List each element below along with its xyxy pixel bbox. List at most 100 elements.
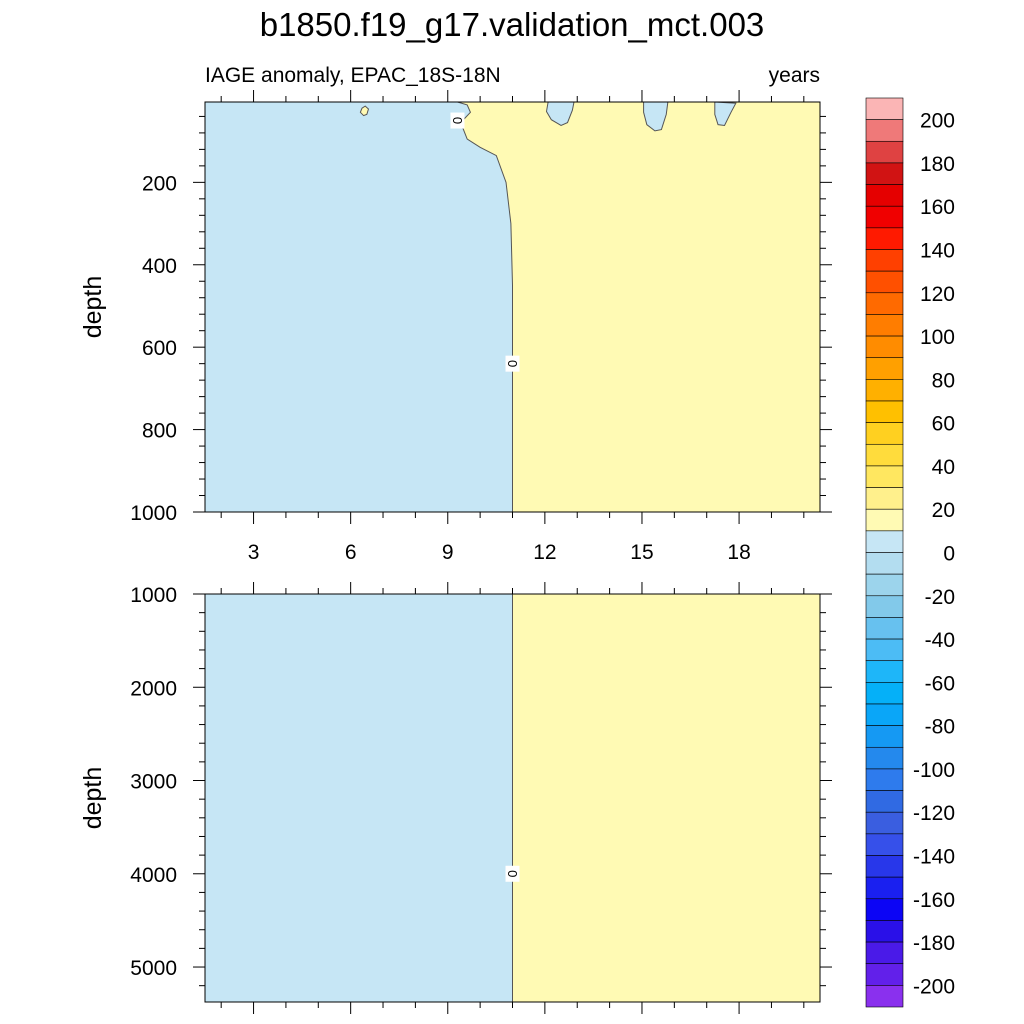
colorbar-box-30 — [865, 746, 904, 770]
lower-y-tick-label-1000: 1000 — [130, 584, 177, 607]
colorbar-box-12 — [865, 357, 904, 380]
colorbar-label-80: 80 — [932, 369, 955, 392]
colorbar-label-0: 0 — [943, 543, 955, 566]
colorbar-label--180: -180 — [913, 932, 955, 955]
lower-y-tick-label-5000: 5000 — [130, 957, 177, 980]
x-tick-label-18: 18 — [727, 541, 750, 564]
colorbar-box-5 — [865, 205, 904, 229]
panel-upper: 0 0 3 6 9 12 15 18 200 400 600 800 1000 depth — [79, 90, 832, 564]
subtitle-left: IAGE anomaly, EPAC_18S-18N — [205, 64, 501, 87]
upper-y-tick-label-200: 200 — [142, 172, 177, 195]
colorbar-label--120: -120 — [913, 802, 955, 825]
colorbar-box-28 — [865, 703, 904, 726]
colorbar-box-2 — [865, 140, 904, 164]
upper-y-tick-label-1000: 1000 — [130, 502, 177, 525]
upper-contour-bubble-1 — [545, 101, 575, 127]
x-tick-label-12: 12 — [533, 541, 556, 564]
colorbar-label-100: 100 — [920, 326, 955, 349]
colorbar-label--100: -100 — [913, 759, 955, 782]
colorbar-box-34 — [865, 833, 904, 856]
upper-y-tick-label-600: 600 — [142, 337, 177, 360]
lower-y-tick-label-2000: 2000 — [130, 677, 177, 700]
upper-positive-region — [457, 102, 820, 512]
colorbar-box-16 — [865, 443, 904, 467]
colorbar-box-22 — [865, 573, 904, 597]
colorbar-label--80: -80 — [925, 716, 955, 739]
lower-y-tick-label-4000: 4000 — [130, 864, 177, 887]
colorbar-box-27 — [865, 682, 904, 705]
colorbar-box-33 — [865, 811, 904, 835]
colorbar-box-23 — [865, 595, 904, 618]
colorbar-box-36 — [865, 876, 904, 900]
colorbar-label--160: -160 — [913, 889, 955, 912]
lower-contour-label-0: 0 — [505, 870, 520, 877]
colorbar-box-32 — [865, 790, 904, 813]
x-tick-label-6: 6 — [345, 541, 357, 564]
lower-y-tick-label-3000: 3000 — [130, 771, 177, 794]
colorbar-box-31 — [865, 768, 904, 791]
colorbar-box-15 — [865, 422, 904, 445]
colorbar-box-21 — [865, 552, 904, 575]
upper-y-tick-label-800: 800 — [142, 420, 177, 443]
colorbar-label-40: 40 — [932, 456, 955, 479]
colorbar-box-17 — [865, 465, 904, 488]
colorbar-box-9 — [865, 292, 904, 315]
colorbar-box-39 — [865, 941, 904, 965]
upper-y-axis-label: depth — [79, 276, 107, 339]
colorbar-label--60: -60 — [925, 672, 955, 695]
colorbar-box-29 — [865, 725, 904, 748]
upper-contour-label-bg-0 — [505, 355, 520, 372]
colorbar-label--200: -200 — [913, 975, 955, 998]
colorbar-label--20: -20 — [925, 586, 955, 609]
colorbar-label--40: -40 — [925, 629, 955, 652]
upper-contour-label-0: 0 — [505, 360, 520, 367]
colorbar-box-0 — [865, 97, 904, 120]
colorbar-box-1 — [865, 119, 904, 142]
lower-y-axis-label: depth — [79, 767, 107, 830]
colorbar-label-160: 160 — [920, 196, 955, 219]
upper-contour-label-bg-1 — [450, 112, 465, 129]
colorbar-label-60: 60 — [932, 413, 955, 436]
colorbar-box-10 — [865, 314, 904, 337]
colorbar-box-41 — [865, 985, 904, 1008]
colorbar-box-13 — [865, 379, 904, 402]
colorbar-box-24 — [865, 617, 904, 640]
colorbar-label-180: 180 — [920, 153, 955, 176]
colorbar-label--140: -140 — [913, 846, 955, 869]
colorbar-label-140: 140 — [920, 240, 955, 263]
colorbar-box-14 — [865, 400, 904, 423]
figure-title: b1850.f19_g17.validation_mct.003 — [260, 6, 765, 43]
upper-y-tick-label-400: 400 — [142, 255, 177, 278]
colorbar-box-26 — [865, 660, 904, 683]
panel-lower: 0 1000 2000 3000 4000 5000 depth — [79, 582, 832, 1014]
colorbar-box-11 — [865, 335, 904, 359]
x-tick-label-15: 15 — [630, 541, 653, 564]
colorbar-box-4 — [865, 184, 904, 207]
upper-contour-bubble-2 — [643, 101, 669, 132]
colorbar-box-19 — [865, 508, 904, 532]
colorbar-box-35 — [865, 855, 904, 878]
colorbar-box-8 — [865, 270, 904, 294]
x-tick-label-9: 9 — [442, 541, 454, 564]
upper-contour-bubble-0 — [359, 105, 370, 117]
colorbar-box-37 — [865, 898, 904, 921]
colorbar-label-20: 20 — [932, 499, 955, 522]
colorbar-box-6 — [865, 227, 904, 250]
colorbar-label-200: 200 — [920, 110, 955, 133]
colorbar-box-40 — [865, 963, 904, 986]
lower-contour-label-bg-0 — [505, 865, 520, 882]
subtitle-right: years — [769, 64, 820, 87]
colorbar-box-18 — [865, 487, 904, 510]
upper-zero-contour — [457, 101, 513, 512]
upper-contour-label-1: 0 — [450, 117, 465, 124]
lower-positive-region — [512, 594, 820, 1002]
colorbar-box-7 — [865, 249, 904, 272]
upper-contour-bubble-3 — [714, 101, 737, 127]
x-tick-label-3: 3 — [248, 541, 260, 564]
colorbar-box-25 — [865, 638, 904, 662]
colorbar-box-38 — [865, 920, 904, 943]
colorbar-label-120: 120 — [920, 283, 955, 306]
colorbar-box-3 — [865, 162, 904, 185]
colorbar-box-20 — [865, 530, 904, 553]
